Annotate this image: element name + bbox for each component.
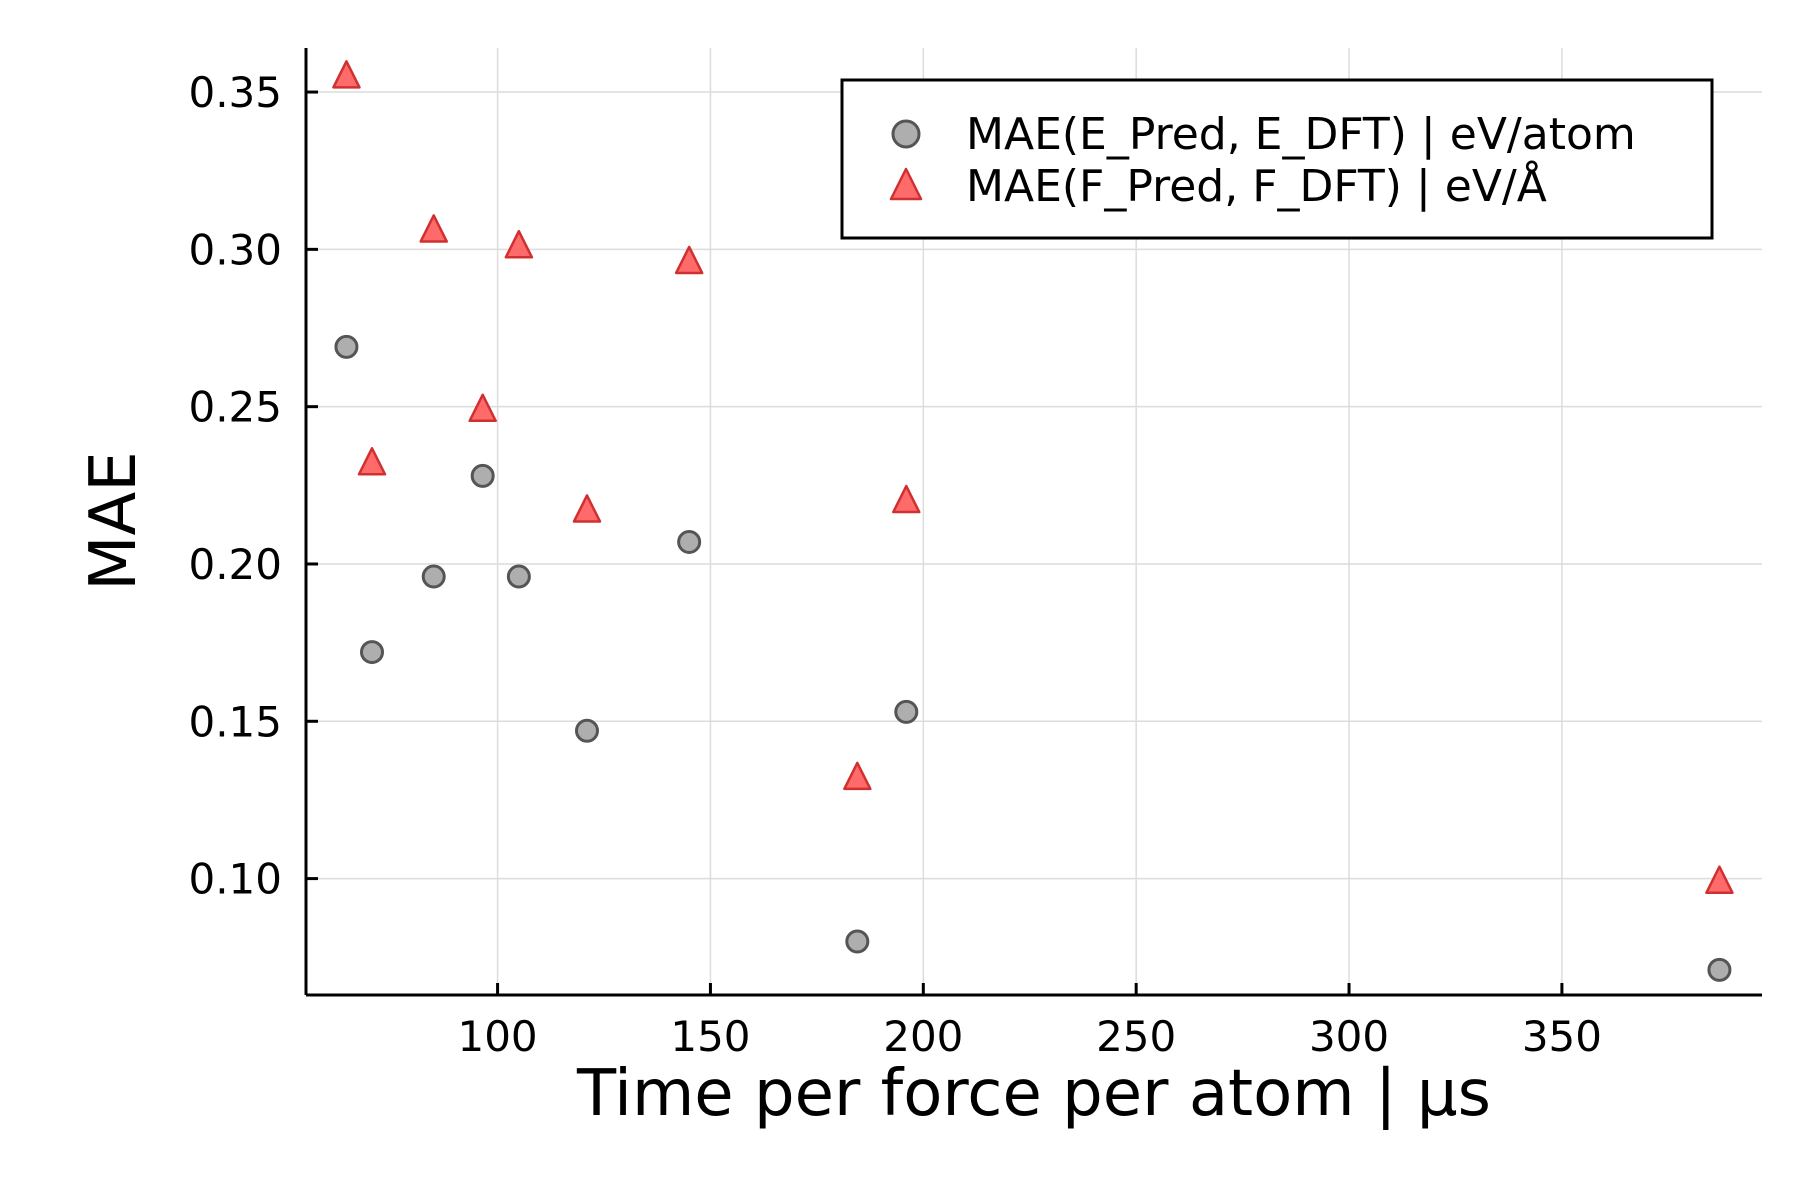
x-tick-label: 100 <box>457 1012 537 1061</box>
data-point-triangle <box>332 60 361 89</box>
data-point-triangle <box>572 494 602 523</box>
data-point-circle <box>1707 957 1732 982</box>
legend: MAE(E_Pred, E_DFT) | eV/atomMAE(F_Pred, … <box>840 78 1714 240</box>
data-point-circle <box>677 529 702 554</box>
y-tick-label: 0.25 <box>188 383 282 432</box>
legend-label: MAE(F_Pred, F_DFT) | eV/Å <box>966 159 1547 212</box>
data-point-triangle <box>674 245 704 275</box>
data-point-circle <box>845 929 870 954</box>
data-point-triangle <box>1705 865 1734 894</box>
x-axis-label: Time per force per atom | μs <box>576 1057 1491 1131</box>
x-tick-label: 200 <box>883 1012 963 1061</box>
legend-box <box>840 78 1714 240</box>
x-axis-ticks: 100 150 200 250 300 350 <box>457 983 1602 1061</box>
data-point-triangle <box>843 761 872 791</box>
data-point-circle <box>421 564 446 589</box>
data-point-triangle <box>504 229 534 259</box>
series-2 <box>332 60 1734 894</box>
x-tick-label: 350 <box>1522 1012 1602 1061</box>
legend-entries: MAE(E_Pred, E_DFT) | eV/atomMAE(F_Pred, … <box>889 109 1636 212</box>
x-tick-label: 300 <box>1309 1012 1389 1061</box>
axes <box>304 48 1762 997</box>
data-point-triangle <box>468 393 497 423</box>
x-tick-label: 250 <box>1096 1012 1176 1061</box>
data-point-circle <box>470 463 495 488</box>
data-points <box>332 60 1734 982</box>
legend-label: MAE(E_Pred, E_DFT) | eV/atom <box>966 109 1636 160</box>
y-tick-label: 0.30 <box>188 225 282 274</box>
data-point-circle <box>574 718 599 743</box>
series-1 <box>334 334 1732 982</box>
y-axis-label: MAE <box>77 451 151 590</box>
data-point-triangle <box>892 484 921 514</box>
data-point-circle <box>359 640 384 665</box>
y-tick-label: 0.20 <box>188 540 282 589</box>
y-axis-ticks: 0.10 0.15 0.20 0.25 0.30 0.35 <box>188 68 318 904</box>
legend-marker-circle <box>891 119 921 149</box>
legend-marker-triangle <box>889 167 923 201</box>
y-tick-label: 0.15 <box>188 697 282 746</box>
data-point-circle <box>894 699 919 724</box>
x-tick-label: 150 <box>670 1012 750 1061</box>
data-point-triangle <box>419 214 448 243</box>
y-tick-label: 0.35 <box>188 68 282 117</box>
data-point-circle <box>334 334 359 359</box>
y-tick-label: 0.10 <box>188 855 282 904</box>
data-point-circle <box>506 564 531 589</box>
data-point-triangle <box>357 447 387 476</box>
